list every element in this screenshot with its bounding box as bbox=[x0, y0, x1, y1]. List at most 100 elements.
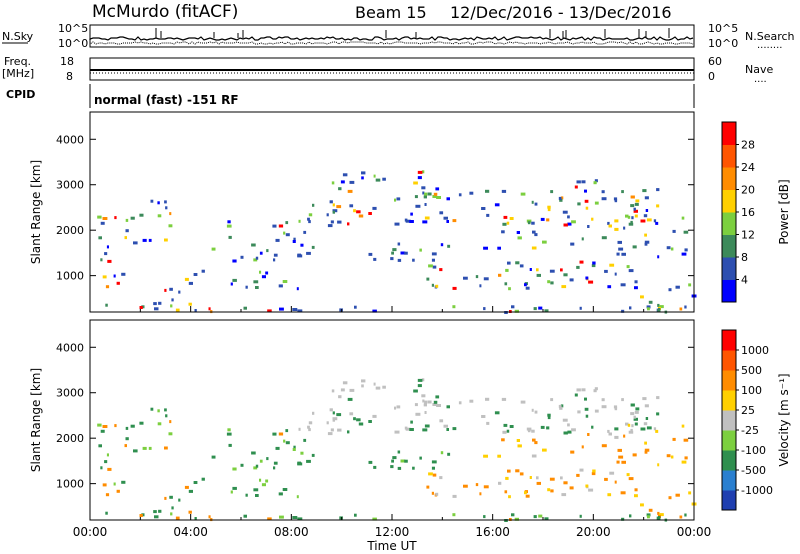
colorbar-swatch bbox=[722, 330, 736, 351]
power-cell bbox=[422, 220, 428, 224]
vel-cell bbox=[591, 425, 594, 429]
power-cell bbox=[409, 220, 414, 223]
vel-cell bbox=[633, 415, 636, 419]
vel-cell bbox=[634, 488, 638, 492]
vel-cell bbox=[520, 400, 526, 404]
power-cell bbox=[148, 238, 152, 242]
vel-cell bbox=[538, 514, 543, 518]
power-cell bbox=[168, 224, 173, 228]
colorbar-tick-label: 20 bbox=[741, 184, 755, 197]
power-cell bbox=[475, 275, 479, 279]
power-cell bbox=[567, 222, 572, 226]
power-cell bbox=[562, 210, 568, 214]
power-cell bbox=[608, 224, 612, 228]
power-cell bbox=[100, 221, 105, 225]
vel-cell bbox=[483, 515, 486, 519]
power-cell bbox=[272, 224, 277, 228]
vel-cell bbox=[311, 453, 315, 457]
vel-cell bbox=[361, 384, 364, 388]
power-cell bbox=[640, 295, 644, 299]
power-cell bbox=[574, 185, 578, 189]
power-cell bbox=[550, 190, 554, 194]
power-cell bbox=[297, 309, 303, 313]
power-cell bbox=[282, 280, 288, 283]
vel-cell bbox=[208, 515, 211, 519]
power-cell bbox=[607, 285, 612, 289]
vel-cell bbox=[562, 418, 568, 422]
vel-cell bbox=[353, 417, 356, 421]
colorbar-swatch bbox=[722, 350, 736, 371]
power-cell bbox=[634, 286, 638, 290]
power-cell bbox=[405, 219, 411, 223]
power-cell bbox=[283, 231, 286, 235]
vel-cell bbox=[497, 454, 501, 458]
vel-cell bbox=[232, 486, 237, 490]
power-cell bbox=[515, 261, 520, 265]
power-cell bbox=[102, 217, 108, 220]
power-cell bbox=[397, 242, 401, 246]
power-cell bbox=[361, 176, 364, 180]
power-cell bbox=[153, 302, 157, 306]
vel-cell bbox=[327, 432, 333, 436]
vel-cell bbox=[659, 513, 664, 517]
power-cell bbox=[253, 280, 259, 284]
power-cell bbox=[601, 197, 607, 201]
vel-cell bbox=[337, 428, 342, 432]
vel-cell bbox=[607, 429, 610, 433]
y-tick-label: 2000 bbox=[56, 432, 84, 445]
vel-cell bbox=[627, 423, 631, 427]
power-cell bbox=[563, 273, 568, 277]
vel-cell bbox=[178, 498, 181, 502]
power-cell bbox=[621, 252, 626, 256]
vel-cell bbox=[508, 495, 511, 499]
power-cell bbox=[469, 191, 474, 195]
power-cell bbox=[643, 214, 648, 218]
vel-cell bbox=[278, 492, 283, 496]
power-cell bbox=[585, 206, 589, 210]
power-cell bbox=[130, 216, 135, 220]
power-cell bbox=[644, 240, 650, 244]
vel-cell bbox=[486, 421, 490, 425]
vel-cell bbox=[640, 503, 644, 507]
vel-cell bbox=[107, 467, 112, 471]
vel-cell bbox=[251, 451, 256, 455]
vel-cell bbox=[435, 492, 439, 496]
power-cell bbox=[570, 242, 575, 246]
vel-cell bbox=[273, 466, 276, 470]
vel-cell bbox=[201, 477, 205, 481]
vel-cell bbox=[679, 515, 683, 519]
power-cell bbox=[531, 246, 537, 250]
power-cell bbox=[656, 188, 660, 192]
power-cell bbox=[452, 286, 457, 290]
vel-cell bbox=[507, 469, 511, 473]
vel-cell bbox=[534, 441, 538, 445]
power-cell bbox=[584, 199, 589, 203]
vel-cell bbox=[354, 513, 357, 517]
vel-cell bbox=[584, 397, 587, 401]
power-cell bbox=[326, 213, 329, 217]
vel-cell bbox=[421, 394, 426, 398]
vel-cell bbox=[531, 454, 537, 458]
vel-cell bbox=[361, 379, 366, 383]
power-cell bbox=[458, 193, 462, 197]
vel-cell bbox=[255, 494, 259, 497]
power-cell bbox=[421, 170, 425, 174]
power-cell bbox=[684, 305, 687, 309]
vel-cell bbox=[591, 472, 596, 476]
x-tick-label: 20:00 bbox=[576, 525, 611, 539]
power-cell bbox=[604, 269, 608, 273]
colorbar-swatch bbox=[722, 167, 736, 190]
vel-cell bbox=[542, 448, 547, 452]
power-cell bbox=[292, 308, 298, 311]
power-cell bbox=[511, 305, 515, 309]
vel-cell bbox=[570, 450, 575, 454]
y-tick-label: 4000 bbox=[56, 133, 84, 146]
power-cell bbox=[440, 243, 444, 247]
power-cell bbox=[569, 278, 574, 282]
vel-cell bbox=[628, 430, 634, 434]
power-cell bbox=[139, 306, 143, 309]
power-cell bbox=[483, 307, 486, 311]
power-cell bbox=[436, 196, 441, 199]
vel-cell bbox=[601, 405, 607, 409]
